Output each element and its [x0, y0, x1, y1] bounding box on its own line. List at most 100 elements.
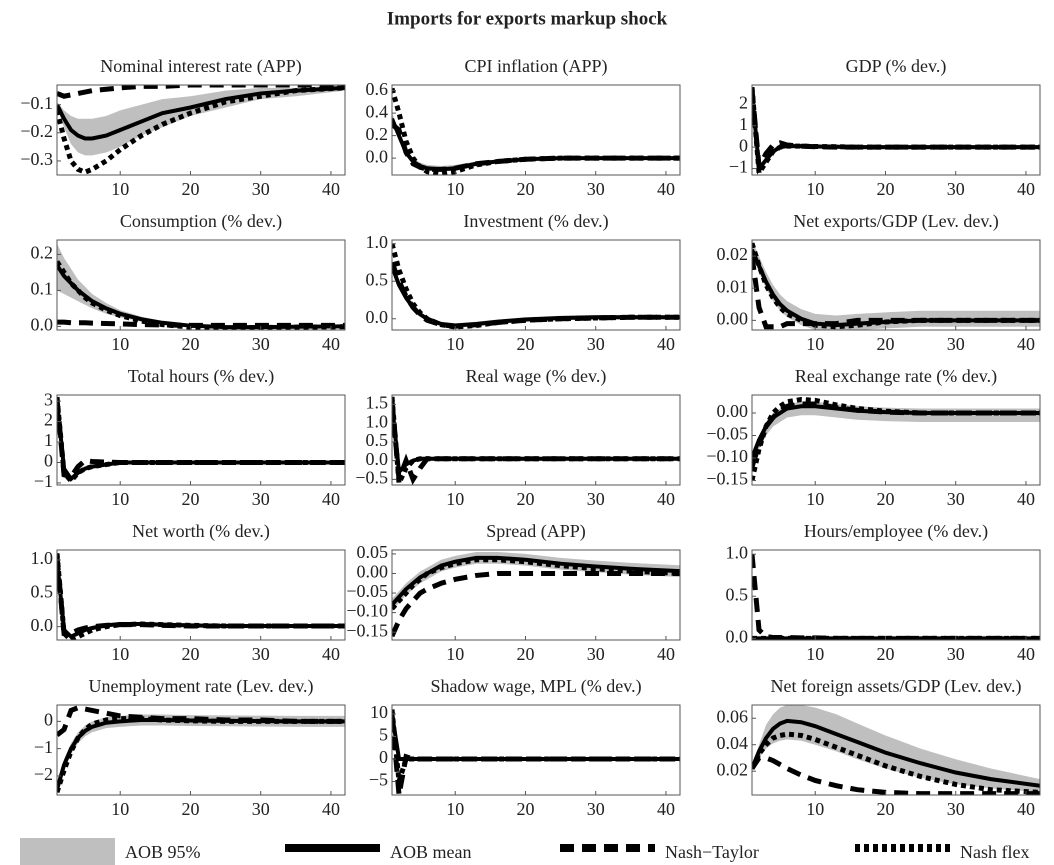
x-tick-label: 40	[657, 489, 675, 509]
plot-area	[392, 87, 680, 175]
panel-title: Total hours (% dev.)	[128, 366, 275, 387]
x-tick-label: 20	[516, 644, 534, 664]
x-tick-label: 20	[516, 489, 534, 509]
x-tick-label: 20	[876, 179, 894, 199]
y-tick-label: 0.0	[366, 449, 389, 469]
panel: Hours/employee (% dev.) 10 20 30 40 0.0 0.5 1.0	[726, 521, 1041, 664]
x-tick-label: 40	[657, 179, 675, 199]
panel-title: Unemployment rate (Lev. dev.)	[88, 676, 313, 697]
series-line	[57, 718, 345, 791]
series-line	[392, 557, 680, 611]
plot-area	[392, 243, 680, 330]
legend-label: AOB mean	[390, 842, 471, 862]
x-tick-label: 20	[181, 179, 199, 199]
axes-frame	[56, 549, 346, 641]
axes-frame	[56, 239, 346, 331]
x-tick-label: 10	[806, 799, 824, 819]
x-tick-label: 20	[516, 179, 534, 199]
legend-label: Nash flex	[960, 842, 1029, 862]
y-tick-label: 0.01	[717, 276, 749, 296]
x-tick-label: 40	[657, 799, 675, 819]
x-tick-label: 40	[322, 799, 340, 819]
x-tick-label: 40	[657, 334, 675, 354]
series-line	[57, 85, 345, 175]
y-tick-label: 0	[44, 709, 53, 729]
panel-title: Net worth (% dev.)	[132, 521, 270, 542]
series-line	[392, 709, 680, 783]
series-line	[752, 396, 1040, 482]
y-tick-label: 0.02	[717, 759, 749, 779]
series-line	[752, 91, 1040, 174]
y-tick-label: 1.5	[366, 393, 389, 413]
x-tick-label: 40	[322, 489, 340, 509]
y-tick-label: 1.0	[366, 411, 389, 431]
series-line	[392, 265, 680, 328]
series-line	[392, 404, 680, 477]
plot-area	[752, 705, 1040, 795]
confidence-band	[392, 713, 680, 760]
axes-frame	[391, 549, 681, 641]
x-tick-label: 40	[322, 644, 340, 664]
x-tick-label: 10	[446, 179, 464, 199]
x-tick-label: 10	[111, 644, 129, 664]
y-tick-label: 0.0	[366, 146, 389, 166]
x-tick-label: 20	[516, 334, 534, 354]
x-tick-label: 10	[806, 644, 824, 664]
series-line	[392, 243, 680, 330]
y-tick-label: −1	[729, 157, 748, 177]
x-tick-label: 30	[947, 334, 965, 354]
plot-area	[57, 243, 345, 330]
panel: Shadow wage, MPL (% dev.) 10 20 30 40 −5 05 10	[369, 676, 681, 819]
series-line	[752, 553, 1040, 640]
x-tick-label: 20	[181, 334, 199, 354]
x-tick-label: 30	[252, 489, 270, 509]
panel: CPI inflation (APP) 10 20 30 40 0.00.2 0.40.6	[366, 56, 681, 199]
y-tick-label: 0.4	[366, 101, 389, 121]
x-tick-label: 40	[1017, 179, 1035, 199]
y-tick-label: 0.05	[357, 542, 389, 562]
x-tick-label: 30	[947, 179, 965, 199]
x-tick-label: 20	[181, 799, 199, 819]
y-tick-label: 1.0	[366, 232, 389, 252]
series-line	[752, 86, 1040, 175]
x-tick-label: 30	[947, 799, 965, 819]
series-line	[57, 716, 345, 794]
x-tick-label: 30	[252, 334, 270, 354]
x-tick-label: 30	[587, 799, 605, 819]
y-tick-label: 10	[370, 702, 388, 722]
x-tick-label: 20	[876, 799, 894, 819]
series-line	[392, 570, 680, 638]
x-tick-label: 30	[587, 179, 605, 199]
series-line	[752, 89, 1040, 175]
plot-area	[752, 86, 1040, 175]
y-tick-label: 0.5	[31, 581, 54, 601]
axes-frame	[56, 704, 346, 796]
y-tick-label: 5	[379, 725, 388, 745]
x-tick-label: 20	[876, 644, 894, 664]
series-line	[392, 122, 680, 172]
y-tick-label: 0.1	[31, 279, 54, 299]
y-tick-label: 0.0	[31, 315, 54, 335]
confidence-band	[392, 113, 680, 172]
series-line	[57, 319, 345, 328]
series-line	[392, 713, 680, 761]
y-tick-label: −0.1	[20, 93, 53, 113]
y-tick-label: −0.15	[346, 620, 388, 640]
y-tick-label: 0	[379, 747, 388, 767]
x-tick-label: 20	[876, 334, 894, 354]
confidence-band	[752, 401, 1040, 467]
y-tick-label: −5	[369, 770, 388, 790]
panel: Net foreign assets/GDP (Lev. dev.) 10 20 30…	[717, 676, 1041, 819]
confidence-band	[57, 714, 345, 795]
y-tick-label: 1	[739, 114, 748, 134]
series-line	[57, 556, 345, 636]
x-tick-label: 40	[1017, 799, 1035, 819]
plot-area	[57, 85, 345, 175]
x-tick-label: 20	[181, 489, 199, 509]
axes-frame	[751, 549, 1041, 641]
plot-area	[57, 553, 345, 640]
x-tick-label: 40	[322, 334, 340, 354]
axes-frame	[751, 239, 1041, 331]
